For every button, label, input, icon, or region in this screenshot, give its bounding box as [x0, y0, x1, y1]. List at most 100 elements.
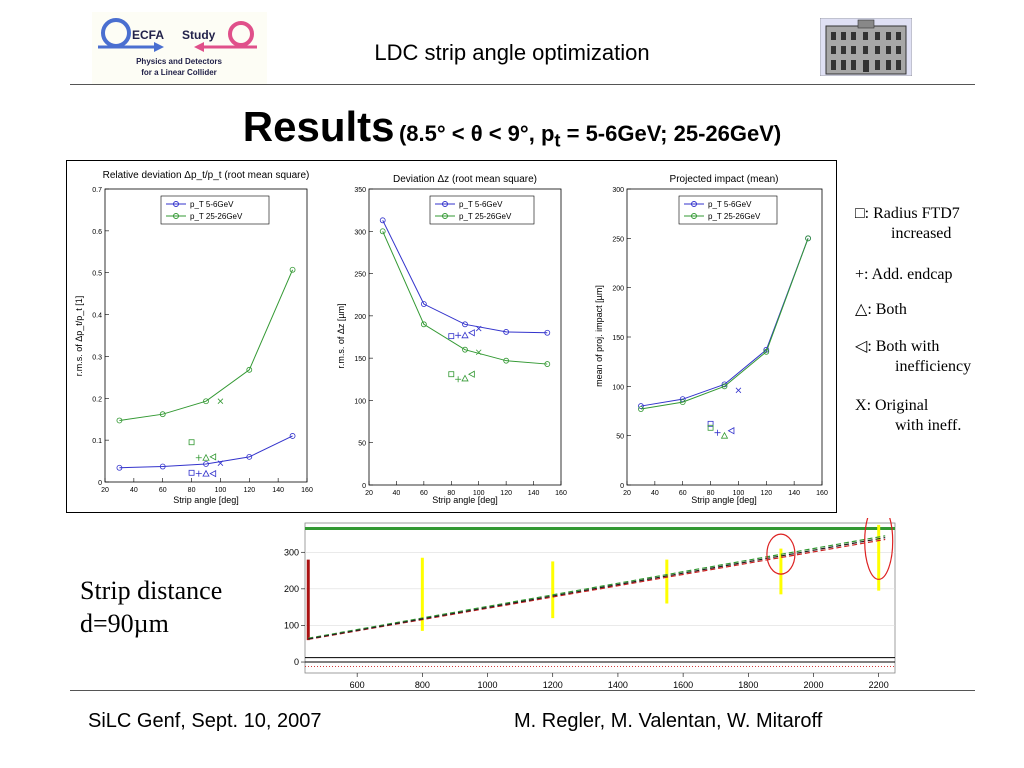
plot3-series-1-line	[640, 238, 809, 407]
plot1-marker-plus	[195, 470, 202, 477]
plot2-series-2-point	[544, 361, 551, 367]
plot1-ylabel: r.m.s. of Δp_t/p_t [1]	[74, 296, 84, 377]
plot1-xtick-label: 40	[130, 487, 138, 494]
plot1-marker-square	[188, 469, 195, 476]
plot1-xtick-label: 120	[243, 487, 255, 494]
plot1-series-1-point	[203, 461, 209, 467]
legend-text-triangle: : Both	[867, 301, 907, 318]
bottom-highlight-ellipse	[766, 533, 796, 575]
plot2-marker-plus	[455, 332, 462, 339]
legend-text-square: : Radius FTD7	[864, 205, 960, 222]
results-subtitle-pre: (8.5° < θ < 9°, p	[398, 121, 555, 146]
bottom-series-green	[308, 535, 886, 639]
plot2-xtick-label: 140	[528, 490, 540, 497]
plot2-marker-x	[475, 349, 482, 356]
plot1-ytick-label: 0.7	[92, 187, 102, 194]
plot2-marker-tri-left	[468, 329, 475, 337]
plot1-marker-tri-left	[209, 469, 217, 478]
plot2-series-2-point	[462, 346, 468, 353]
plot2-ytick-label: 200	[354, 314, 366, 321]
bottom-xtick-label: 2200	[869, 680, 889, 690]
plot3-ytick-label: 100	[612, 384, 624, 391]
plot1-legend-series2: p_T 25-26GeV	[190, 212, 243, 221]
plot3-ytick-label: 150	[612, 335, 624, 342]
plot3-ytick-label: 200	[612, 286, 624, 293]
plot1-series-2-point	[289, 266, 296, 273]
plot2-xtick-label: 80	[447, 490, 455, 497]
bottom-xtick-label: 2000	[803, 680, 823, 690]
plot3-xtick-label: 60	[679, 490, 687, 497]
plot2-series-1-point	[462, 321, 468, 328]
logo-study-text: Study	[182, 28, 216, 42]
plots-panel: Relative deviation Δp_t/p_t (root mean s…	[66, 160, 837, 513]
logo-line3-text: Physics and Detectors	[136, 57, 222, 66]
plot3-xtick-label: 80	[707, 490, 715, 497]
results-title: Results (8.5° < θ < 9°, pt = 5-6GeV; 25-…	[0, 103, 1024, 151]
plot3-legend-series2: p_T 25-26GeV	[708, 212, 761, 221]
plot2-xlabel: Strip angle [deg]	[432, 495, 498, 505]
plot2-series-2-line	[382, 231, 548, 365]
footer-authors: M. Regler, M. Valentan, W. Mitaroff	[514, 710, 823, 732]
plot3-ytick-label: 300	[612, 187, 624, 194]
plot1-series-1-point	[116, 464, 123, 471]
plot3-marker-square	[707, 424, 714, 431]
plot2-legend-series2: p_T 25-26GeV	[459, 212, 512, 221]
plot2-axes-box	[368, 188, 562, 486]
plot2-ylabel: r.m.s. of Δz [µm]	[336, 303, 346, 368]
plot1-axes-box	[104, 188, 308, 483]
plot1-marker-triangle	[202, 453, 210, 461]
plot3-ytick-label: 250	[612, 236, 624, 243]
legend-row-square: □: Radius FTD7 increased	[855, 204, 960, 244]
plot2-xtick-label: 40	[393, 490, 401, 497]
plot3-xtick-label: 100	[733, 490, 745, 497]
legend-text-x-2: with ineff.	[895, 417, 962, 434]
plot3-xlabel: Strip angle [deg]	[691, 495, 757, 505]
plot-deviation-z: Deviation Δz (root mean square) 0 50 100 15…	[336, 174, 567, 505]
plot2-xtick-label: 60	[420, 490, 428, 497]
bottom-xtick-label: 1000	[478, 680, 498, 690]
plot1-xtick-label: 140	[272, 487, 284, 494]
square-icon: □	[855, 205, 865, 222]
bottom-plot-frame	[304, 522, 896, 674]
plot3-series-2-point	[763, 348, 770, 355]
bottom-ytick-label: 100	[284, 620, 299, 630]
plot1-ytick-label: 0.5	[92, 271, 102, 278]
bottom-ytick-label: 300	[284, 547, 299, 557]
x-icon: X	[855, 397, 867, 414]
bottom-xtick-label: 600	[350, 680, 365, 690]
legend-row-plus: +: Add. endcap	[855, 265, 952, 285]
bottom-series-black	[308, 537, 886, 640]
plot3-marker-square	[707, 420, 714, 427]
plot3-series-2-point	[721, 383, 728, 390]
logo-line4-text: for a Linear Collider	[141, 68, 217, 77]
plot2-series-2-point	[420, 321, 427, 328]
bottom-xtick-label: 1600	[673, 680, 693, 690]
plot1-ytick-label: 0.6	[92, 229, 102, 236]
plot1-legend-series1: p_T 5-6GeV	[190, 200, 234, 209]
results-subtitle-sub: t	[554, 129, 561, 151]
plot3-xtick-label: 40	[651, 490, 659, 497]
plot3-series-2-point	[638, 406, 644, 412]
plot3-marker-tri-left	[727, 427, 735, 435]
triangle-icon: △	[855, 301, 868, 318]
plot3-marker-triangle	[720, 431, 729, 439]
bottom-ytick-label: 200	[284, 584, 299, 594]
plot2-series-1-line	[382, 220, 548, 334]
plot1-ytick-label: 0.1	[92, 438, 102, 445]
bottom-ytick-label: 0	[294, 657, 299, 667]
plot2-marker-square	[448, 371, 455, 378]
plot1-marker-x	[217, 460, 224, 466]
logo-ecfa-text: ECFA	[132, 28, 164, 42]
legend-text-square-2: increased	[891, 225, 952, 242]
plot3-marker-plus	[714, 429, 721, 436]
plot2-series-2-point	[503, 357, 510, 364]
plot2-series-1-point	[544, 329, 551, 336]
plot2-legend-series1: p_T 5-6GeV	[459, 200, 503, 209]
bottom-xtick-label: 1800	[738, 680, 758, 690]
plot2-ytick-label: 150	[354, 356, 366, 363]
plot3-legend: p_T 5-6GeV p_T 25-26GeV	[678, 195, 778, 225]
plot3-xtick-label: 140	[788, 490, 800, 497]
plot2-ytick-label: 50	[358, 441, 366, 448]
results-subtitle-post: = 5-6GeV; 25-26GeV)	[560, 121, 782, 146]
strip-label-line2: d=90µm	[80, 608, 169, 638]
